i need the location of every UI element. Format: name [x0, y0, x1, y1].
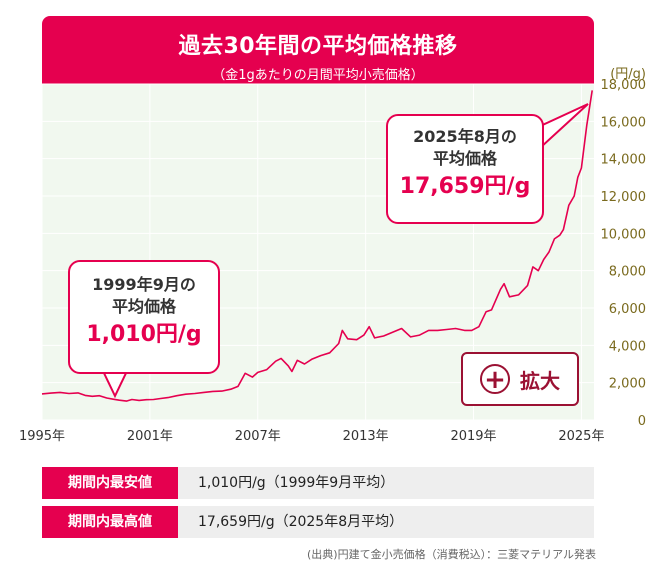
source-note: (出典)円建て金小売価格（消費税込）：三菱マテリアル発表 [307, 548, 596, 561]
max-callout-value: 17,659円/g [399, 174, 531, 199]
y-tick-label: 12,000 [601, 190, 647, 205]
x-tick-label: 2007年 [235, 429, 281, 444]
max-price-value: 17,659円/g（2025年8月平均） [198, 514, 404, 530]
min-callout-line2: 平均価格 [111, 297, 176, 316]
min-price-row: 期間内最安値 1,010円/g（1999年9月平均） [42, 467, 594, 499]
y-tick-label: 10,000 [601, 227, 647, 242]
x-tick-label: 2025年 [558, 429, 604, 444]
y-axis-ticks: 0 2,000 4,000 6,000 8,000 10,000 12,000 14,000 1… [601, 78, 647, 429]
y-axis-unit: (円/g) [610, 67, 646, 82]
x-tick-label: 1995年 [19, 429, 65, 444]
x-tick-label: 2013年 [343, 429, 389, 444]
min-callout-value: 1,010円/g [86, 322, 202, 347]
x-tick-label: 2001年 [127, 429, 173, 444]
y-tick-label: 2,000 [609, 377, 646, 392]
x-tick-label: 2019年 [450, 429, 496, 444]
max-callout-line2: 平均価格 [432, 149, 497, 168]
y-tick-label: 8,000 [609, 265, 646, 280]
max-price-callout: 2025年8月の 平均価格 17,659円/g [386, 114, 544, 224]
y-tick-label: 6,000 [609, 302, 646, 317]
chart-title: 過去30年間の平均価格推移 [178, 34, 458, 59]
y-tick-label: 4,000 [609, 339, 646, 354]
y-tick-label: 0 [638, 414, 646, 429]
series-line [41, 90, 593, 402]
max-callout-line1: 2025年8月の [413, 127, 517, 146]
chart-subtitle: （金1gあたりの月間平均小売価格） [212, 68, 424, 83]
min-price-value: 1,010円/g（1999年9月平均） [198, 475, 395, 491]
max-price-row: 期間内最高値 17,659円/g（2025年8月平均） [42, 506, 594, 538]
min-callout-line1: 1999年9月の [92, 275, 196, 294]
chart-header: 過去30年間の平均価格推移 （金1gあたりの月間平均小売価格） [42, 16, 594, 84]
plus-circle-icon: + [480, 364, 510, 394]
y-tick-label: 16,000 [601, 115, 647, 130]
zoom-button[interactable]: + 拡大 [461, 352, 579, 406]
y-tick-label: 18,000 [601, 78, 647, 93]
min-price-label: 期間内最安値 [42, 467, 178, 499]
min-price-callout: 1999年9月の 平均価格 1,010円/g [68, 260, 220, 374]
x-axis-ticks: 1995年 2001年 2007年 2013年 2019年 2025年 [19, 429, 605, 444]
y-tick-label: 14,000 [601, 153, 647, 168]
zoom-button-label: 拡大 [520, 368, 560, 393]
max-price-label: 期間内最高値 [42, 506, 178, 538]
